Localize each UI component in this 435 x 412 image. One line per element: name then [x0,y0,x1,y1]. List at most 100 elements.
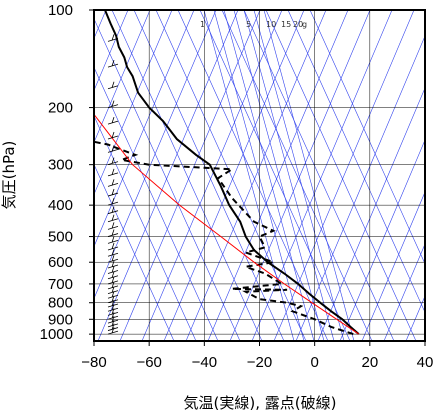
wind-barb [107,249,119,257]
y-tick-label: 400 [48,197,73,214]
parcel-line [94,114,360,335]
isotherm-line [163,10,305,341]
data-series [94,10,360,336]
wind-barb [107,266,119,274]
wind-barb [107,242,119,251]
y-tick-label: 100 [48,2,73,19]
isotherm-line [94,10,195,248]
wind-barb [107,198,119,206]
adiabat-line [94,115,197,341]
adiabat-line [287,10,425,314]
wind-barb [107,34,119,42]
wind-barb [107,179,119,187]
wind-barb [107,286,119,295]
wind-barb [107,260,119,269]
y-tick-label: 800 [48,295,73,312]
y-tick-label: 600 [48,254,73,271]
mixing-ratio-line [243,10,335,341]
wind-barb [107,117,119,125]
mixing-ratio-line [213,10,305,341]
isotherm-line [361,191,425,341]
isotherm-line [119,10,261,341]
isotherm-line [273,10,415,341]
isotherm-line [251,10,393,341]
x-axis: −80 −60 −40 −20 0 20 40 [81,341,433,371]
mixing-ratio-line [263,10,355,341]
x-tick-label: −60 [136,354,161,371]
isotherm-line [94,10,129,92]
mixing-ratio-line [233,10,325,341]
mixing-ratio-label: g [302,20,307,29]
x-tick-label: 0 [310,354,318,371]
isotherm-line [317,87,425,341]
wind-barb [107,276,119,285]
y-tick-label: 1000 [40,326,73,343]
background-lines [94,10,435,341]
isotherm-line [141,10,283,341]
wind-barb [107,323,119,331]
mixing-ratio-label: 5 [246,20,251,29]
adiabat-line [94,66,219,341]
y-tick-label: 700 [48,276,73,293]
dewpoint-line [94,140,354,336]
wind-barbs [107,10,119,335]
isotherm-line [339,139,425,341]
adiabat-line [199,10,351,341]
adiabat-line [309,10,425,265]
isotherm-line [94,10,217,300]
x-tick-label: 20 [361,354,378,371]
y-tick-label: 900 [48,311,73,328]
isotherm-line [207,10,349,341]
mixing-ratio-labels: 1 5 10 15 20g [200,20,307,29]
wind-barb [107,168,119,177]
x-tick-label: −20 [247,354,272,371]
y-tick-label: 500 [48,229,73,246]
wind-barb [107,59,119,68]
wind-barb [108,10,110,11]
wind-barb [107,327,119,335]
wind-barb [107,131,119,140]
wind-barb [107,236,119,244]
wind-barb [107,316,119,324]
adiabat-line [221,10,373,341]
x-tick-label: −80 [81,354,106,371]
wind-barb [107,81,119,90]
mixing-ratio-label: 1 [200,20,205,29]
wind-barb [107,188,119,197]
mixing-ratio-label: 10 [266,20,276,29]
isotherm-line [428,10,435,341]
isotherm-line [97,10,239,341]
mixing-ratio-line [203,10,295,341]
x-tick-label: 40 [417,354,434,371]
isotherm-line [383,243,425,341]
isotherm-line [295,35,425,341]
wind-barb [107,214,119,223]
isotherm-line [94,10,173,196]
adiabat-line [155,10,307,341]
mixing-ratio-label: 15 [281,20,291,29]
wind-barb [107,157,119,166]
wind-barb [107,281,119,290]
wind-barb [107,222,119,230]
mixing-ratio-line [253,10,345,341]
wind-barb [107,145,119,153]
wind-barb [107,100,119,108]
mixing-ratio-label: 20 [293,20,303,29]
y-tick-label: 300 [48,157,73,174]
adiabat-line [111,10,263,341]
wind-barb [107,255,119,263]
isotherm-line [185,10,327,341]
wind-barb [107,229,119,237]
wind-barb [107,271,119,280]
adiabat-line [177,10,329,341]
wind-barb [107,319,119,328]
x-tick-label: −40 [192,354,217,371]
adiabat-line [133,10,285,341]
adiabat-line [265,10,417,341]
temperature-line [104,10,360,335]
y-tick-label: 200 [48,100,73,117]
x-axis-title: 気温(実線), 露点(破線) [184,394,337,412]
wind-barb [107,206,119,215]
